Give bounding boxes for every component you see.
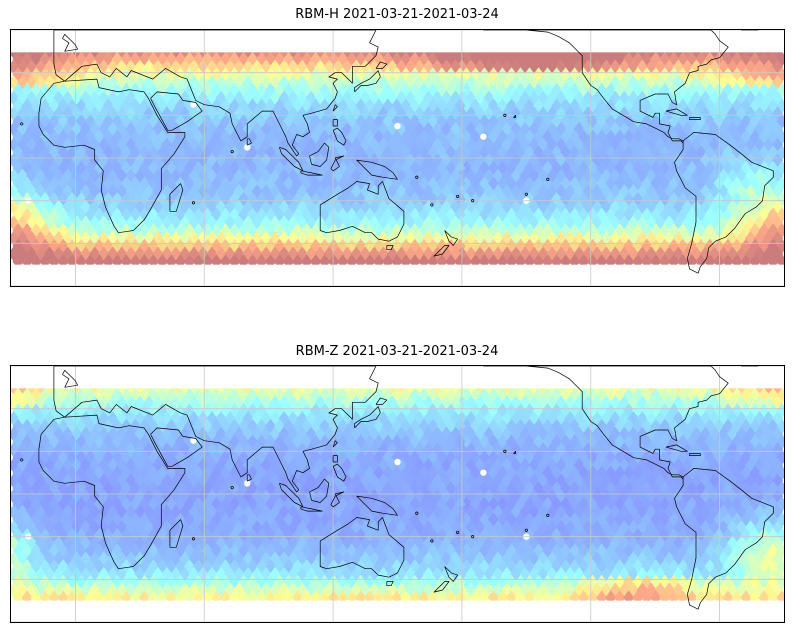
mask-top	[11, 30, 784, 53]
gridlines	[11, 366, 784, 622]
map-panel-rbm-h	[10, 29, 785, 287]
coastlines	[20, 30, 774, 274]
coastlines	[20, 366, 774, 610]
panel-title-rbm-h: RBM-H 2021-03-21-2021-03-24	[295, 7, 499, 22]
map-canvas-rbm-h	[11, 30, 784, 286]
mask-top	[11, 366, 784, 389]
panel-title-rbm-z: RBM-Z 2021-03-21-2021-03-24	[295, 344, 499, 359]
data-field	[11, 43, 784, 270]
map-canvas-rbm-z	[11, 366, 784, 622]
data-field	[11, 379, 784, 606]
gridlines	[11, 30, 784, 286]
mask-bottom	[11, 264, 784, 286]
map-panel-rbm-z	[10, 365, 785, 623]
mask-bottom	[11, 600, 784, 622]
